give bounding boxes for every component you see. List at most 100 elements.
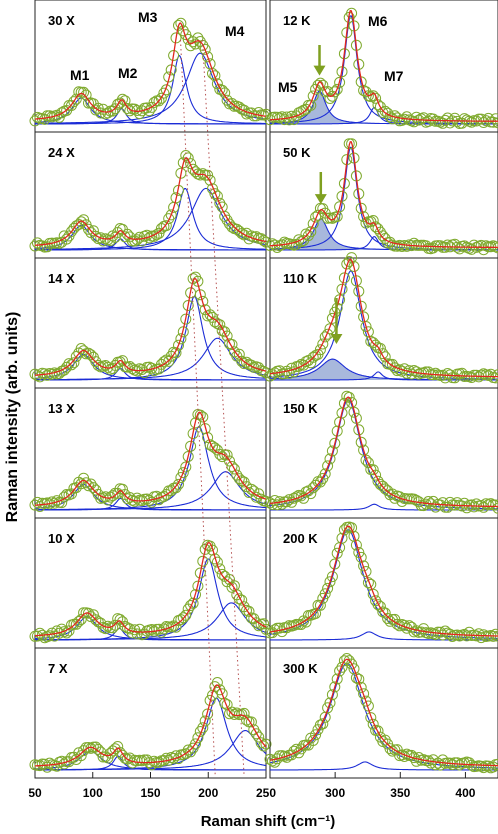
data-point	[100, 623, 111, 635]
data-point	[310, 211, 322, 223]
data-point	[370, 92, 382, 104]
data-point	[56, 497, 68, 509]
fit-curve	[269, 10, 498, 122]
data-point	[331, 673, 343, 685]
data-point	[365, 712, 377, 724]
data-point	[78, 214, 90, 226]
data-point	[221, 330, 233, 342]
fit-curve	[269, 141, 498, 249]
data-point	[185, 440, 197, 452]
data-point	[199, 43, 211, 55]
data-point	[466, 116, 478, 128]
data-point	[194, 409, 206, 421]
data-point	[202, 708, 214, 720]
data-point	[233, 593, 245, 605]
data-point	[324, 576, 336, 588]
data-point	[66, 359, 77, 371]
data-point	[350, 539, 362, 551]
data-point	[490, 372, 498, 384]
data-point	[68, 357, 80, 369]
data-point	[180, 150, 192, 161]
data-point	[430, 629, 442, 640]
data-point	[307, 218, 319, 230]
data-point	[197, 295, 209, 307]
data-point	[194, 567, 206, 579]
data-point	[260, 623, 272, 635]
data-point	[314, 77, 326, 89]
data-point	[202, 432, 214, 443]
data-point	[175, 17, 187, 29]
data-point	[177, 612, 189, 624]
component-curve-4	[35, 187, 267, 250]
data-point	[202, 169, 214, 181]
data-point	[165, 64, 177, 76]
data-point	[190, 589, 201, 601]
data-point	[322, 460, 334, 472]
fit-curve	[34, 277, 267, 376]
data-point	[185, 158, 197, 170]
data-point	[362, 700, 374, 712]
data-point	[305, 488, 317, 500]
data-point	[346, 7, 358, 19]
data-point	[175, 167, 187, 179]
left-xtick-label: 100	[83, 786, 103, 800]
data-point	[372, 99, 384, 111]
dotted-guide-1	[180, 39, 216, 776]
data-point	[204, 694, 216, 706]
fit-curve	[269, 258, 498, 378]
data-point	[170, 347, 182, 359]
data-point	[310, 608, 322, 619]
data-point	[253, 731, 265, 743]
data-point	[355, 300, 367, 312]
data-point	[202, 51, 214, 63]
data-point	[408, 626, 420, 638]
data-point	[490, 628, 498, 640]
fit-curve	[34, 22, 267, 120]
data-point	[87, 225, 99, 237]
data-point	[358, 688, 370, 700]
data-point	[197, 555, 209, 567]
right-panel-2: 50 K	[264, 131, 498, 259]
data-point	[326, 212, 338, 224]
data-point	[260, 738, 272, 750]
data-point	[211, 190, 223, 202]
left-panel-1: 30 X	[29, 0, 272, 133]
data-point	[302, 99, 314, 111]
left-xtick-label: 200	[198, 786, 218, 800]
data-point	[338, 272, 350, 284]
data-point	[70, 351, 82, 362]
data-point	[314, 719, 326, 731]
left-panel-2: 24 X	[29, 131, 272, 259]
data-point	[226, 461, 238, 472]
panel-label: 12 K	[283, 13, 311, 28]
data-point	[324, 453, 336, 465]
data-point	[336, 661, 348, 673]
data-point	[158, 87, 170, 99]
data-point	[185, 746, 197, 758]
data-point	[187, 428, 199, 440]
data-point	[260, 367, 272, 379]
data-point	[197, 168, 209, 180]
component-curve-4	[35, 471, 267, 511]
data-point	[355, 551, 367, 563]
data-point	[319, 331, 331, 343]
data-point	[334, 76, 346, 88]
data-point	[221, 449, 233, 461]
data-point	[329, 86, 341, 98]
data-point	[348, 406, 360, 418]
data-point	[175, 333, 187, 345]
data-point	[73, 747, 85, 759]
peak-label-m3: M3	[138, 9, 158, 25]
data-point	[336, 532, 348, 544]
data-point	[190, 417, 201, 429]
component-curve-3	[35, 54, 266, 125]
data-point	[266, 755, 278, 767]
data-point	[360, 454, 372, 466]
left-xtick-label: 150	[140, 786, 160, 800]
axis-layer: M1 M2 M3 M4 M5 M6 M7 50 100 150 200 250 300 350 400	[28, 9, 475, 800]
fit-curve	[34, 411, 267, 506]
data-point	[177, 467, 189, 479]
data-point	[194, 289, 206, 301]
data-point	[367, 215, 379, 226]
